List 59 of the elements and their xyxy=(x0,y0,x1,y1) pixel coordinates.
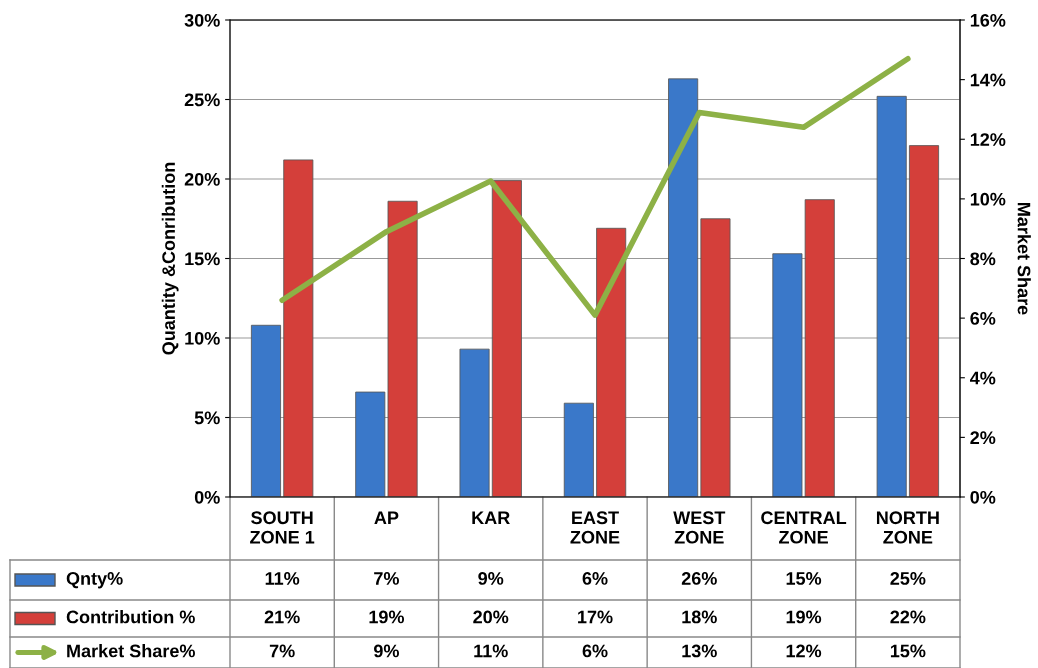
y-axis-title: Quantity &Conribution xyxy=(161,162,179,355)
y-tick-label: 20% xyxy=(184,172,220,186)
data-label: 9% xyxy=(478,572,504,585)
y2-tick-label: 6% xyxy=(970,312,996,325)
bar xyxy=(909,145,940,497)
data-label: 15% xyxy=(786,572,822,585)
y2-tick-label: 8% xyxy=(970,252,996,266)
x-tick-label: KAR xyxy=(472,511,510,524)
y2-tick-label: 10% xyxy=(970,192,1006,206)
y-tick-label: 5% xyxy=(194,411,220,425)
bar xyxy=(250,324,281,497)
x-tick-label: SOUTH ZONE 1 xyxy=(250,511,315,544)
x-tick-label: WEST ZONE xyxy=(673,511,726,544)
data-label: 7% xyxy=(269,644,295,658)
data-label: 25% xyxy=(890,572,926,585)
data-label: 19% xyxy=(369,610,405,624)
y2-axis-title: Market Share xyxy=(1017,203,1031,315)
data-label: 18% xyxy=(682,610,717,624)
data-label: 15% xyxy=(890,644,926,658)
data-label: 11% xyxy=(265,572,300,585)
data-label: 20% xyxy=(473,610,509,624)
data-label: 6% xyxy=(582,572,608,585)
data-label: 11% xyxy=(474,644,508,658)
bar xyxy=(876,95,907,497)
legend-label: Qnty% xyxy=(66,572,123,589)
data-label: 22% xyxy=(890,610,926,624)
bar xyxy=(563,402,594,497)
bar xyxy=(700,218,731,497)
data-label: 7% xyxy=(374,572,399,585)
legend-label: Market Share% xyxy=(67,644,195,658)
x-tick-label: EAST ZONE xyxy=(570,511,620,544)
y-tick-label: 30% xyxy=(184,13,220,27)
y-tick-label: 25% xyxy=(184,93,220,107)
legend-label: Contribution % xyxy=(66,610,195,624)
y2-tick-label: 14% xyxy=(970,73,1006,87)
x-tick-label: CENTRAL ZONE xyxy=(761,511,847,544)
x-tick-label: NORTH ZONE xyxy=(876,511,939,544)
data-label: 21% xyxy=(264,610,300,624)
y2-tick-label: 16% xyxy=(970,13,1006,27)
y2-tick-label: 12% xyxy=(970,133,1006,146)
bar xyxy=(283,159,314,497)
x-tick-label: AP xyxy=(374,511,399,524)
y2-tick-label: 4% xyxy=(970,371,996,385)
bar xyxy=(668,78,699,497)
data-label: 9% xyxy=(374,644,399,658)
y-tick-label: 15% xyxy=(185,252,220,266)
bar xyxy=(491,180,522,497)
y2-tick-label: 2% xyxy=(970,431,996,445)
data-label: 6% xyxy=(582,644,608,658)
y-tick-label: 0% xyxy=(194,490,220,504)
data-label: 13% xyxy=(682,644,717,658)
data-label: 17% xyxy=(578,610,613,624)
y2-tick-label: 0% xyxy=(970,490,996,504)
y-tick-label: 10% xyxy=(185,331,220,345)
data-label: 12% xyxy=(786,644,822,658)
bar xyxy=(459,348,490,497)
data-label: 19% xyxy=(786,610,822,624)
bar xyxy=(596,227,627,497)
data-label: 26% xyxy=(681,572,717,585)
